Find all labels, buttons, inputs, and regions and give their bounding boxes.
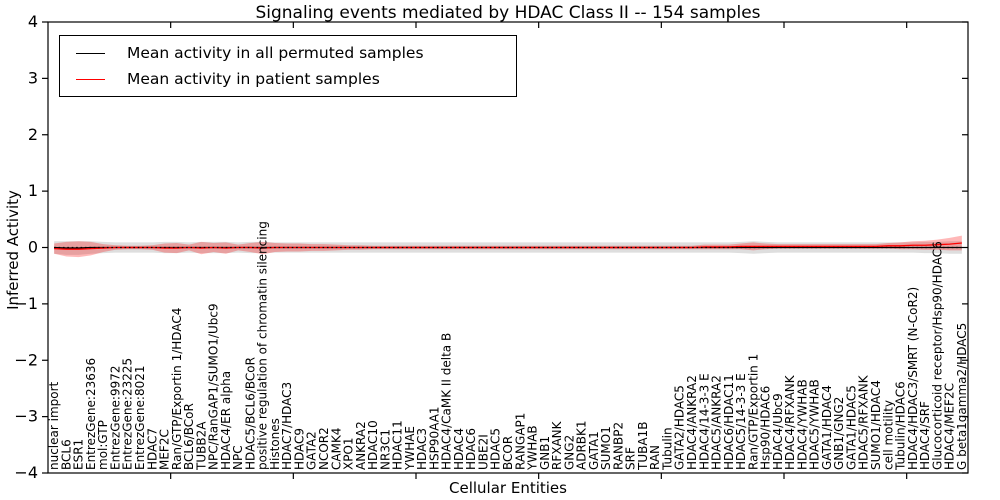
x-category-label: HDAC9 [292, 428, 306, 470]
x-category-label: GNB1/GNG2 [832, 397, 846, 470]
x-category-label: XPO1 [342, 437, 356, 470]
x-category-label: G beta1gamma2/HDAC5 [955, 323, 969, 470]
y-tick-label: −4 [14, 463, 38, 482]
x-category-label: HDAC4/HDAC3/SMRT (N-CoR2) [906, 287, 920, 470]
x-category-label: BCL6/BCoR [182, 403, 196, 470]
x-category-label: HDAC4 [452, 428, 466, 470]
x-category-label: GATA2 [305, 431, 319, 470]
x-category-label: RANBP2 [611, 422, 625, 470]
x-category-label: SUMO1/HDAC4 [869, 380, 883, 470]
x-category-label: Tubulin [660, 427, 674, 471]
legend-entry-patient: Mean activity in patient samples [60, 66, 516, 92]
x-category-label: HDAC10 [366, 420, 380, 470]
x-category-label: HDAC4/Ubc9 [771, 393, 785, 470]
x-category-label: YWHAB [526, 425, 540, 471]
x-category-label: MEF2C [158, 429, 172, 470]
x-category-label: SUMO1 [599, 426, 613, 470]
x-category-label: HDAC3 [415, 428, 429, 470]
y-tick-label: 3 [28, 68, 38, 87]
x-category-label: TUBA1B [636, 422, 650, 471]
x-category-label: HDAC11 [391, 420, 405, 470]
x-category-label: HDAC5/14-3-3 E [734, 373, 748, 470]
legend-entry-permuted: Mean activity in all permuted samples [60, 40, 516, 66]
x-category-label: YWHAE [403, 426, 417, 471]
x-category-label: nuclear import [47, 381, 61, 470]
y-tick-label: 0 [28, 238, 38, 257]
x-axis-label: Cellular Entities [449, 479, 567, 497]
x-category-label: GNB1 [538, 436, 552, 470]
legend-label-patient: Mean activity in patient samples [127, 70, 380, 88]
x-category-label: HSP90AA1 [427, 406, 441, 470]
x-category-label: GATA1/HDAC5 [844, 385, 858, 470]
x-category-label: SRF [624, 447, 638, 470]
x-category-label: UBE2I [476, 434, 490, 470]
x-category-label: HDAC7 [145, 428, 159, 470]
x-category-label: positive regulation of chromatin silenci… [256, 221, 270, 470]
y-tick-label: 1 [28, 181, 38, 200]
x-category-label: HDAC4/CaMK II delta B [440, 333, 454, 470]
y-tick-label: −1 [14, 294, 38, 313]
x-category-label: HDAC4/RFXANK [783, 374, 797, 470]
x-category-label: CAMK4 [329, 428, 343, 470]
x-category-label: HDAC6 [464, 428, 478, 470]
x-category-label: ANKRA2 [354, 421, 368, 470]
x-category-label: Hsp90/HDAC6 [759, 386, 773, 470]
x-category-label: NCOR2 [317, 427, 331, 470]
x-category-label: mol:GTP [96, 420, 110, 470]
x-category-label: cell motility [881, 400, 895, 470]
chart-title: Signaling events mediated by HDAC Class … [255, 3, 761, 23]
x-category-label: BCOR [501, 436, 515, 470]
x-category-label: GATA1 [587, 431, 601, 470]
y-axis-label: Inferred Activity [4, 190, 22, 310]
x-category-label: EntrezGene:23225 [121, 358, 135, 470]
x-category-label: HDAC4/14-3-3 E [697, 373, 711, 470]
x-category-label: BCL6 [59, 439, 73, 470]
x-category-label: Tubulin/HDAC6 [894, 381, 908, 471]
x-category-label: HDAC5/BCL6/BCoR [243, 357, 257, 470]
x-category-label: RANGAP1 [513, 413, 527, 470]
x-category-label: HDAC6/HDAC11 [722, 374, 736, 470]
x-category-label: ESR1 [72, 439, 86, 470]
x-category-label: NPC [231, 445, 245, 470]
x-category-label: RAN [648, 445, 662, 470]
x-category-label: ADRBK1 [575, 420, 589, 470]
x-category-label: HDAC5 [489, 428, 503, 470]
x-category-label: NR3C1 [378, 429, 392, 470]
x-category-label: HDAC4/ANKRA2 [685, 375, 699, 470]
x-category-label: NPC/RanGAP1/SUMO1/Ubc9 [207, 303, 221, 470]
x-category-label: Histones [268, 418, 282, 470]
y-tick-label: −2 [14, 350, 38, 369]
x-category-label: HDAC5/RFXANK [857, 374, 871, 470]
y-tick-label: 2 [28, 125, 38, 144]
x-category-label: HDAC5/YWHAB [808, 379, 822, 470]
x-category-label: EntrezGene:9972 [108, 366, 122, 471]
x-category-label: HDAC5/ANKRA2 [710, 375, 724, 470]
permuted-line-swatch [76, 52, 105, 54]
x-category-label: HDAC4/SRF [918, 401, 932, 470]
x-category-label: GATA2/HDAC5 [673, 385, 687, 470]
x-category-label: HDAC7/HDAC3 [280, 382, 294, 470]
y-tick-label: −3 [14, 407, 38, 426]
x-category-label: GATA1/HDAC4 [820, 385, 834, 470]
x-category-label: Ran/GTP/Exportin 1 [746, 354, 760, 470]
legend-label-permuted: Mean activity in all permuted samples [127, 44, 424, 62]
x-category-label: EntrezGene:23636 [84, 358, 98, 470]
y-tick-label: 4 [28, 12, 38, 31]
x-category-label: EntrezGene:8021 [133, 366, 147, 471]
x-category-label: GNG2 [562, 435, 576, 470]
x-category-label: TUBB2A [194, 421, 208, 471]
x-category-label: RFXANK [550, 420, 564, 470]
patient-band [54, 235, 962, 258]
x-category-label: HDAC4/ER alpha [219, 371, 233, 470]
x-category-label: HDAC4/YWHAB [795, 379, 809, 470]
x-category-label: Ran/GTP/Exportin 1/HDAC4 [170, 308, 184, 470]
x-category-label: Glucocorticoid receptor/Hsp90/HDAC6 [930, 241, 944, 470]
patient-line-swatch [76, 78, 105, 80]
x-category-label: HDAC4/MEF2C [943, 383, 957, 470]
legend: Mean activity in all permuted samples Me… [59, 35, 517, 97]
